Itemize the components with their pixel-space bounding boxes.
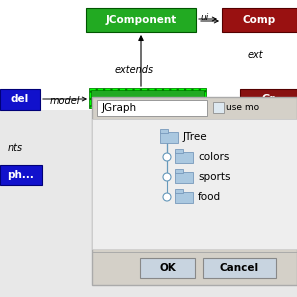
Bar bbox=[160, 129, 168, 133]
Text: nts: nts bbox=[8, 143, 23, 153]
Text: food: food bbox=[198, 192, 221, 202]
Bar bbox=[92, 97, 297, 285]
Circle shape bbox=[163, 193, 171, 201]
Bar bbox=[213, 102, 224, 113]
Bar bbox=[175, 169, 183, 173]
Bar bbox=[222, 8, 297, 32]
Bar bbox=[0, 0, 297, 110]
Bar bbox=[203, 258, 276, 278]
Bar bbox=[97, 100, 207, 116]
Text: sports: sports bbox=[198, 172, 230, 182]
Text: Gr: Gr bbox=[262, 94, 275, 105]
Bar bbox=[175, 149, 183, 153]
Text: JTree: JTree bbox=[183, 132, 208, 142]
Bar bbox=[86, 8, 196, 32]
Bar bbox=[175, 189, 183, 193]
Text: model: model bbox=[50, 96, 80, 106]
Text: extends: extends bbox=[115, 65, 154, 75]
Bar bbox=[140, 258, 195, 278]
Text: Comp: Comp bbox=[243, 15, 276, 25]
Bar bbox=[0, 165, 42, 185]
Bar bbox=[90, 89, 205, 107]
Text: JGraph: JGraph bbox=[102, 103, 137, 113]
Bar bbox=[160, 132, 178, 143]
Text: ext: ext bbox=[248, 50, 264, 60]
Bar bbox=[175, 172, 193, 183]
Text: del: del bbox=[11, 94, 29, 105]
Text: colors: colors bbox=[198, 152, 229, 162]
Circle shape bbox=[163, 173, 171, 181]
Text: Cancel: Cancel bbox=[220, 263, 259, 273]
Bar bbox=[90, 89, 205, 107]
Bar bbox=[175, 152, 193, 163]
Text: ph...: ph... bbox=[7, 170, 34, 180]
Text: JComponent: JComponent bbox=[105, 15, 177, 25]
Bar bbox=[0, 89, 40, 110]
Circle shape bbox=[163, 153, 171, 161]
Bar bbox=[240, 89, 297, 110]
Bar bbox=[92, 119, 297, 249]
Text: OK: OK bbox=[159, 263, 176, 273]
Text: ui: ui bbox=[201, 12, 209, 21]
Text: use mo: use mo bbox=[226, 102, 259, 111]
Bar bbox=[175, 192, 193, 203]
